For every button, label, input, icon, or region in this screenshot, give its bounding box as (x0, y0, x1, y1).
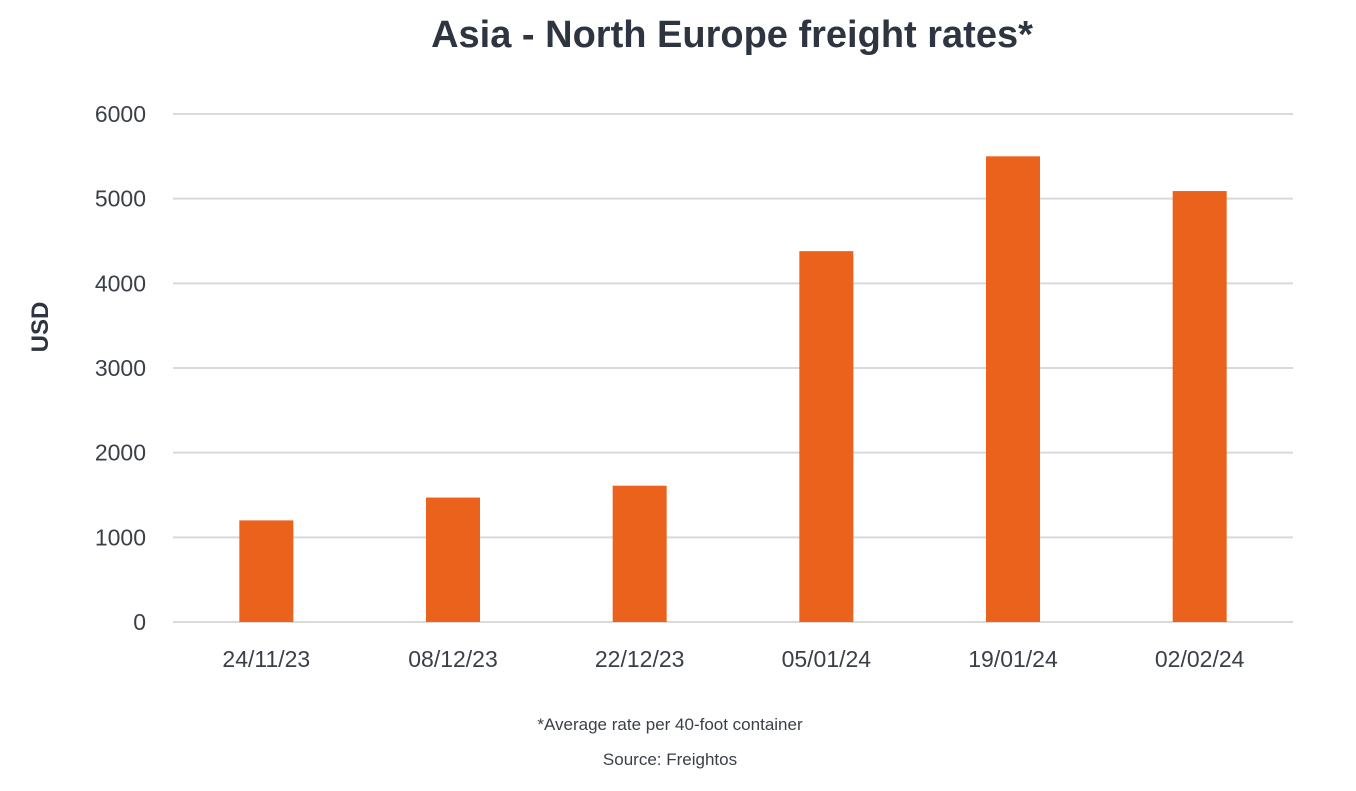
gridlines (173, 113, 1293, 623)
y-axis-label: USD (27, 302, 54, 353)
y-tick-label: 3000 (95, 355, 146, 381)
y-tick-label: 4000 (95, 270, 146, 296)
x-tick-label: 08/12/23 (408, 646, 498, 672)
chart-title: Asia - North Europe freight rates* (431, 14, 1033, 56)
y-tick-label: 1000 (95, 524, 146, 550)
x-tick-label: 22/12/23 (595, 646, 685, 672)
bar (799, 251, 854, 622)
y-tick-label: 0 (133, 609, 146, 635)
x-tick-label: 02/02/24 (1155, 646, 1245, 672)
bar (426, 497, 480, 622)
bar (1172, 191, 1227, 622)
bars (239, 156, 1227, 623)
footnote: *Average rate per 40-foot container (537, 715, 803, 734)
source-note: Source: Freightos (603, 750, 737, 769)
y-axis-ticks: 0 1000 2000 3000 4000 5000 6000 (95, 101, 146, 635)
x-tick-label: 19/01/24 (968, 646, 1058, 672)
x-tick-label: 05/01/24 (782, 646, 872, 672)
x-axis-ticks: 24/11/23 08/12/23 22/12/23 05/01/24 19/01/24… (222, 646, 1244, 672)
bar (239, 520, 294, 622)
bar (612, 485, 667, 622)
y-tick-label: 6000 (95, 101, 146, 127)
y-tick-label: 5000 (95, 186, 146, 212)
y-tick-label: 2000 (95, 440, 146, 466)
x-tick-label: 24/11/23 (222, 646, 310, 672)
bar (986, 156, 1040, 623)
